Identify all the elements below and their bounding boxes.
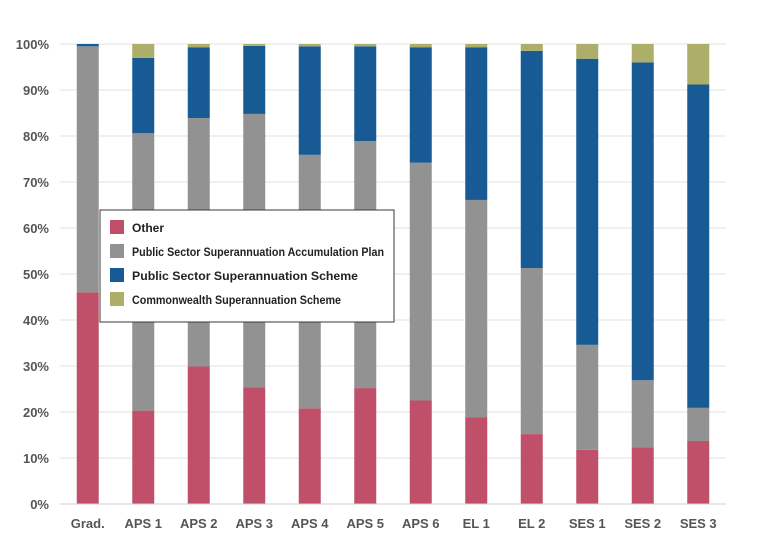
legend-label: Public Sector Superannuation Accumulatio… xyxy=(132,245,384,259)
legend-swatch xyxy=(110,244,124,258)
legend-swatch xyxy=(110,268,124,282)
bar-segment xyxy=(187,47,210,119)
y-tick-label: 0% xyxy=(30,497,49,512)
bar-segment xyxy=(576,344,599,450)
bar-segment xyxy=(76,46,99,293)
bar-segment xyxy=(631,62,654,381)
bar-segment xyxy=(409,44,432,48)
bar-segment xyxy=(76,292,99,504)
bar-segment xyxy=(132,410,155,504)
bar-segment xyxy=(409,47,432,163)
bar-segment xyxy=(520,44,543,51)
bar-segment xyxy=(465,47,488,200)
bar-segment xyxy=(520,50,543,269)
y-tick-label: 80% xyxy=(23,129,49,144)
x-tick-label: APS 2 xyxy=(180,516,218,531)
y-tick-label: 100% xyxy=(16,37,50,52)
bar-segment xyxy=(132,57,155,134)
y-tick-label: 40% xyxy=(23,313,49,328)
bar-segment xyxy=(465,417,488,504)
y-tick-label: 50% xyxy=(23,267,49,282)
x-tick-label: SES 3 xyxy=(680,516,717,531)
bar-segment xyxy=(243,387,266,504)
bar-segment xyxy=(298,44,321,47)
bar-segment xyxy=(187,44,210,48)
bar-segment xyxy=(243,45,266,114)
bar-segment xyxy=(409,162,432,401)
bar-segment xyxy=(465,44,488,48)
x-tick-label: APS 4 xyxy=(291,516,329,531)
y-tick-label: 30% xyxy=(23,359,49,374)
x-tick-label: SES 1 xyxy=(569,516,606,531)
x-tick-label: APS 5 xyxy=(346,516,384,531)
bar-segment xyxy=(298,408,321,504)
bar-segment xyxy=(576,58,599,345)
x-tick-label: EL 2 xyxy=(518,516,545,531)
bar-segment xyxy=(76,44,99,47)
bar-segment xyxy=(631,44,654,63)
x-tick-label: APS 6 xyxy=(402,516,440,531)
y-tick-label: 70% xyxy=(23,175,49,190)
x-tick-label: SES 2 xyxy=(624,516,661,531)
legend-box xyxy=(99,209,395,323)
bar-segment xyxy=(298,46,321,155)
bar-segment xyxy=(132,44,155,58)
bar-segment xyxy=(687,440,710,504)
y-tick-label: 60% xyxy=(23,221,49,236)
bar-segment xyxy=(354,46,377,142)
bar-segment xyxy=(187,366,210,504)
bar-segment xyxy=(576,449,599,504)
x-tick-label: APS 1 xyxy=(124,516,162,531)
x-tick-label: APS 3 xyxy=(235,516,273,531)
y-tick-label: 20% xyxy=(23,405,49,420)
bar-segment xyxy=(520,268,543,435)
bar-segment xyxy=(631,447,654,504)
legend-label: Commonwealth Superannuation Scheme xyxy=(132,293,341,307)
y-tick-label: 10% xyxy=(23,451,49,466)
bar-segment xyxy=(576,44,599,59)
bar-segment xyxy=(687,407,710,441)
bar-segment xyxy=(520,434,543,504)
legend-swatch xyxy=(110,220,124,234)
x-tick-label: EL 1 xyxy=(463,516,490,531)
bar-segment xyxy=(354,44,377,47)
legend-label: Public Sector Superannuation Scheme xyxy=(132,269,358,283)
legend-swatch xyxy=(110,292,124,306)
x-tick-label: Grad. xyxy=(71,516,105,531)
bar-segment xyxy=(243,44,266,46)
y-tick-label: 90% xyxy=(23,83,49,98)
bar-segment xyxy=(631,380,654,448)
bar-segment xyxy=(354,388,377,504)
bar-segment xyxy=(687,84,710,408)
bar-segment xyxy=(687,44,710,85)
bar-segment xyxy=(465,199,488,418)
bar-segment xyxy=(409,400,432,504)
legend-label: Other xyxy=(132,221,164,235)
